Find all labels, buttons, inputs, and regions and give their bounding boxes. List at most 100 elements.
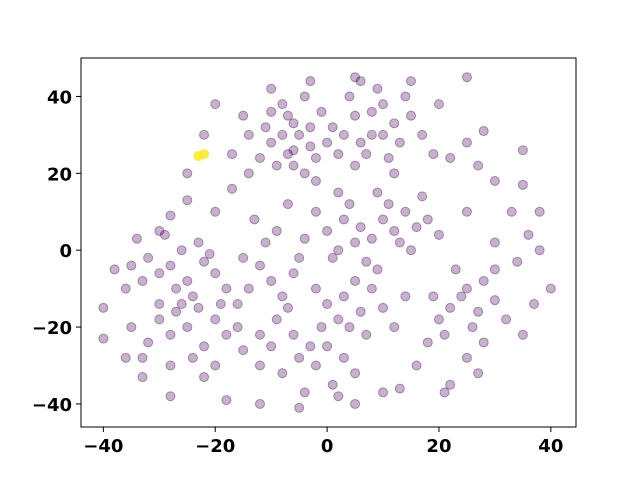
data-point xyxy=(501,314,512,325)
x-tick-label: 40 xyxy=(538,436,563,457)
data-point xyxy=(316,106,327,117)
data-point xyxy=(98,333,109,344)
data-point xyxy=(389,168,400,179)
data-point xyxy=(350,275,361,286)
data-point xyxy=(366,129,377,140)
data-point xyxy=(411,360,422,371)
data-point xyxy=(467,322,478,333)
data-point xyxy=(154,268,165,279)
data-point xyxy=(378,302,389,313)
data-point xyxy=(310,206,321,217)
data-point xyxy=(171,306,182,317)
data-point xyxy=(517,179,528,190)
data-point xyxy=(394,383,405,394)
y-tick-label: 20 xyxy=(47,164,72,185)
data-point xyxy=(109,264,120,275)
data-point xyxy=(210,206,221,217)
data-point xyxy=(439,329,450,340)
data-point xyxy=(411,222,422,233)
data-point xyxy=(210,360,221,371)
data-point xyxy=(120,352,131,363)
data-point xyxy=(366,233,377,244)
data-point xyxy=(478,126,489,137)
data-point xyxy=(517,329,528,340)
data-point xyxy=(310,176,321,186)
data-point xyxy=(361,256,372,267)
data-point xyxy=(478,337,489,348)
data-point xyxy=(344,322,355,333)
data-point xyxy=(529,299,540,309)
data-point xyxy=(165,360,176,371)
data-point xyxy=(260,237,271,248)
data-point xyxy=(299,233,310,244)
data-point xyxy=(288,160,299,171)
data-point xyxy=(210,99,221,110)
data-point xyxy=(406,245,416,256)
data-point xyxy=(137,275,148,286)
data-point xyxy=(545,283,556,294)
data-point xyxy=(534,206,545,217)
data-point xyxy=(433,99,444,110)
x-tick-label: 0 xyxy=(321,436,334,457)
data-point xyxy=(299,168,310,179)
data-point xyxy=(445,152,456,163)
data-point xyxy=(277,291,288,302)
data-point xyxy=(366,106,377,117)
data-point xyxy=(277,99,288,110)
data-point xyxy=(98,302,109,313)
data-point xyxy=(310,152,321,163)
data-point xyxy=(316,322,327,333)
data-point xyxy=(193,302,204,313)
data-point xyxy=(350,398,361,409)
data-point xyxy=(288,118,299,129)
data-point xyxy=(120,283,131,294)
data-point xyxy=(517,145,528,156)
data-point xyxy=(254,398,265,409)
data-point xyxy=(333,187,344,198)
data-point xyxy=(254,329,265,340)
data-point xyxy=(238,110,249,121)
data-point xyxy=(461,352,472,363)
x-tick-label: −20 xyxy=(195,436,235,457)
y-tick-label: 40 xyxy=(47,87,72,108)
data-point xyxy=(249,214,260,225)
data-point xyxy=(406,110,416,121)
data-point xyxy=(294,402,305,413)
data-point xyxy=(193,237,204,248)
data-point xyxy=(137,352,148,363)
data-point xyxy=(489,176,500,186)
data-point xyxy=(350,160,361,171)
data-point xyxy=(221,283,232,294)
data-point xyxy=(254,152,265,163)
x-tick-label: −40 xyxy=(83,436,123,457)
data-point xyxy=(305,141,316,152)
data-point xyxy=(422,214,433,225)
data-point xyxy=(322,299,333,309)
plot-frame xyxy=(80,57,577,428)
data-point xyxy=(489,264,500,275)
y-tick-label: −20 xyxy=(32,318,72,339)
data-point xyxy=(131,233,142,244)
data-point xyxy=(350,72,361,83)
data-point xyxy=(254,260,265,271)
data-point xyxy=(473,160,484,171)
data-point xyxy=(182,195,193,206)
data-point xyxy=(238,345,249,356)
data-point xyxy=(199,256,210,267)
data-point xyxy=(523,229,534,240)
data-point xyxy=(327,252,338,263)
data-point xyxy=(282,110,293,121)
data-point xyxy=(394,237,405,248)
data-point xyxy=(461,72,472,83)
data-point xyxy=(333,314,344,325)
data-point xyxy=(338,352,349,363)
data-point xyxy=(461,206,472,217)
data-point xyxy=(165,329,176,340)
data-point xyxy=(372,187,383,198)
x-tick-label: 20 xyxy=(426,436,451,457)
data-point xyxy=(350,368,361,379)
data-point xyxy=(171,283,182,294)
data-point xyxy=(310,360,321,371)
data-point xyxy=(350,237,361,248)
data-point xyxy=(355,76,366,87)
